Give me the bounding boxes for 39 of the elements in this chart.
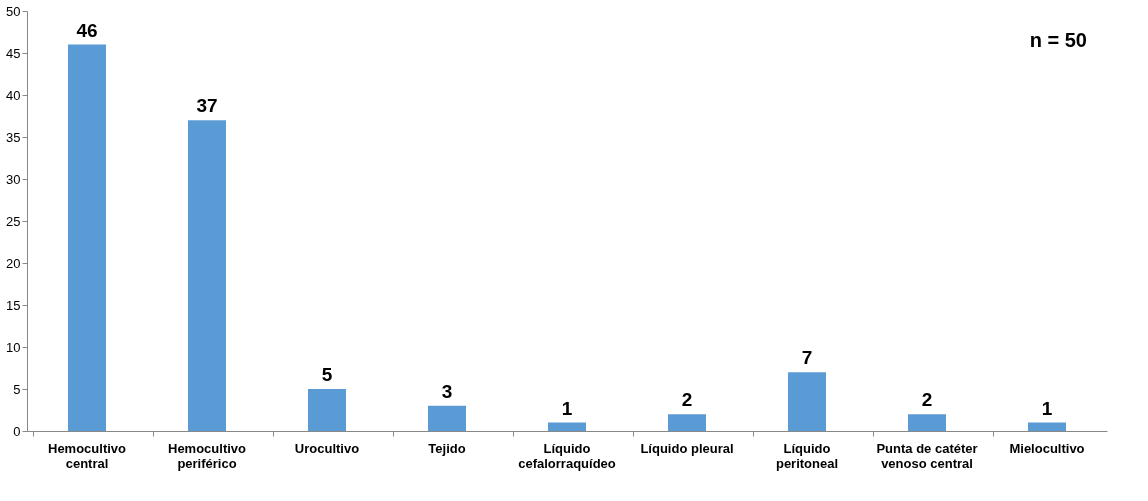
- x-tick-label: Líquido peritoneal: [775, 440, 839, 471]
- y-tick-label: 20: [6, 255, 21, 271]
- bar: [188, 120, 226, 431]
- data-label: 1: [561, 397, 573, 419]
- bar: [668, 414, 706, 431]
- x-tick-label: Tejido: [428, 440, 466, 456]
- data-label: 2: [681, 389, 693, 411]
- y-tick-label: 40: [6, 87, 21, 103]
- bar: [68, 44, 106, 431]
- y-tick-label: 0: [13, 423, 21, 439]
- bar: [308, 389, 346, 431]
- data-label: 2: [921, 389, 933, 411]
- y-tick-label: 45: [6, 45, 21, 61]
- y-tick-label: 5: [13, 381, 21, 397]
- x-tick-label: Hemocultivo central: [47, 440, 127, 471]
- x-tick-label: Punta de catéter venoso central: [876, 440, 978, 471]
- x-tick-label: Hemocultivo periférico: [167, 440, 247, 471]
- bar: [908, 414, 946, 431]
- x-tick-label: Urocultivo: [294, 440, 360, 456]
- data-label: 37: [196, 95, 218, 117]
- data-label: 7: [801, 347, 813, 369]
- y-tick-label: 35: [6, 129, 21, 145]
- data-label: 1: [1041, 397, 1053, 419]
- annotation: n = 50: [1029, 29, 1087, 51]
- y-tick-label: 10: [6, 339, 21, 355]
- data-label: 3: [441, 380, 453, 402]
- x-tick-label: Líquido cefalorraquídeo: [518, 440, 616, 471]
- bar: [548, 422, 586, 431]
- data-label: 46: [76, 19, 98, 41]
- y-tick-label: 30: [6, 171, 21, 187]
- y-tick-label: 50: [6, 3, 21, 19]
- x-tick-label: Líquido pleural: [640, 440, 734, 456]
- y-tick-label: 25: [6, 213, 21, 229]
- y-tick-label: 15: [6, 297, 21, 313]
- x-tick-label: Mielocultivo: [1009, 440, 1085, 456]
- bar: [1028, 422, 1066, 431]
- data-label: 5: [321, 364, 333, 385]
- bar: [788, 372, 826, 431]
- bar: [428, 405, 466, 431]
